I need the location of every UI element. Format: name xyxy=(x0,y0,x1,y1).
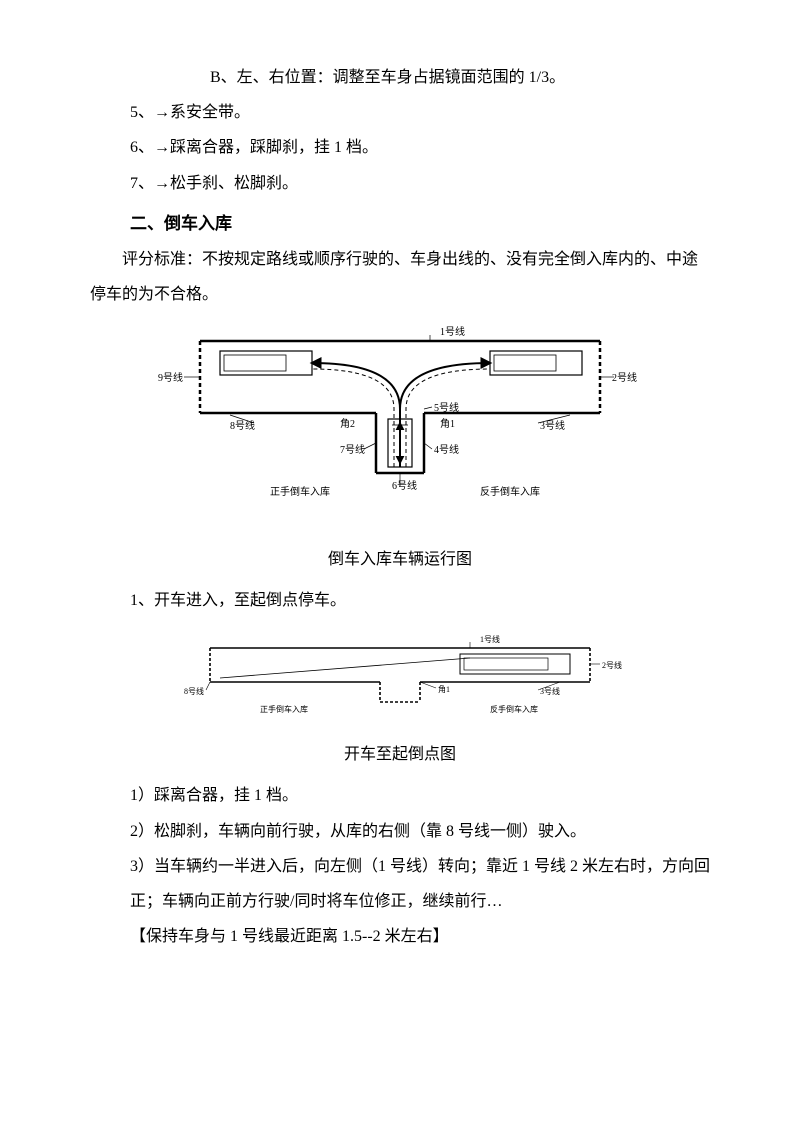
sub-3: 3）当车辆约一半进入后，向左侧（1 号线）转向；靠近 1 号线 2 米左右时，方… xyxy=(90,849,710,919)
caption-1: 倒车入库车辆运行图 xyxy=(90,542,710,577)
svg-text:角1: 角1 xyxy=(438,684,450,694)
svg-text:正手倒车入库: 正手倒车入库 xyxy=(270,485,330,498)
line-5: 5、→系安全带。 xyxy=(90,95,710,130)
line-6: 6、→踩离合器，踩脚刹，挂 1 档。 xyxy=(90,130,710,165)
step-1: 1、开车进入，至起倒点停车。 xyxy=(90,583,710,618)
svg-text:8号线: 8号线 xyxy=(184,686,204,696)
svg-text:9号线: 9号线 xyxy=(158,371,183,384)
svg-text:4号线: 4号线 xyxy=(434,443,459,456)
line-b: B、左、右位置：调整至车身占据镜面范围的 1/3。 xyxy=(90,60,710,95)
scoring-text: 评分标准：不按规定路线或顺序行驶的、车身出线的、没有完全倒入库内的、中途停车的为… xyxy=(90,242,710,312)
note-line: 【保持车身与 1 号线最近距离 1.5--2 米左右】 xyxy=(90,919,710,954)
svg-text:5号线: 5号线 xyxy=(434,401,459,414)
diagram-1: 1号线 2号线 3号线 4号线 5号线 6号线 7号线 8号线 9号线角1 角2 正手倒车入库 反手倒… xyxy=(90,323,710,536)
svg-text:3号线: 3号线 xyxy=(540,419,565,432)
svg-text:正手倒车入库: 正手倒车入库 xyxy=(260,704,308,714)
sub-1: 1）踩离合器，挂 1 档。 xyxy=(90,778,710,813)
svg-text:7号线: 7号线 xyxy=(340,443,365,456)
svg-text:1号线: 1号线 xyxy=(480,634,500,644)
caption-2: 开车至起倒点图 xyxy=(90,737,710,772)
svg-text:2号线: 2号线 xyxy=(612,371,637,384)
diagram-2: 1号线 2号线 3号线 8号线 角1 正手倒车入库 反手倒车入库 xyxy=(90,628,710,731)
svg-text:角1: 角1 xyxy=(440,418,455,430)
sub-2: 2）松脚刹，车辆向前行驶，从库的右侧（靠 8 号线一侧）驶入。 xyxy=(90,814,710,849)
svg-text:反手倒车入库: 反手倒车入库 xyxy=(490,704,538,714)
svg-text:反手倒车入库: 反手倒车入库 xyxy=(480,485,540,498)
svg-text:6号线: 6号线 xyxy=(392,479,417,492)
line-7: 7、→松手刹、松脚刹。 xyxy=(90,166,710,201)
section-title: 二、倒车入库 xyxy=(90,205,710,242)
svg-text:角2: 角2 xyxy=(340,418,355,430)
svg-text:1号线: 1号线 xyxy=(440,325,465,338)
svg-text:2号线: 2号线 xyxy=(602,660,622,670)
svg-text:8号线: 8号线 xyxy=(230,419,255,432)
svg-text:3号线: 3号线 xyxy=(540,686,560,696)
